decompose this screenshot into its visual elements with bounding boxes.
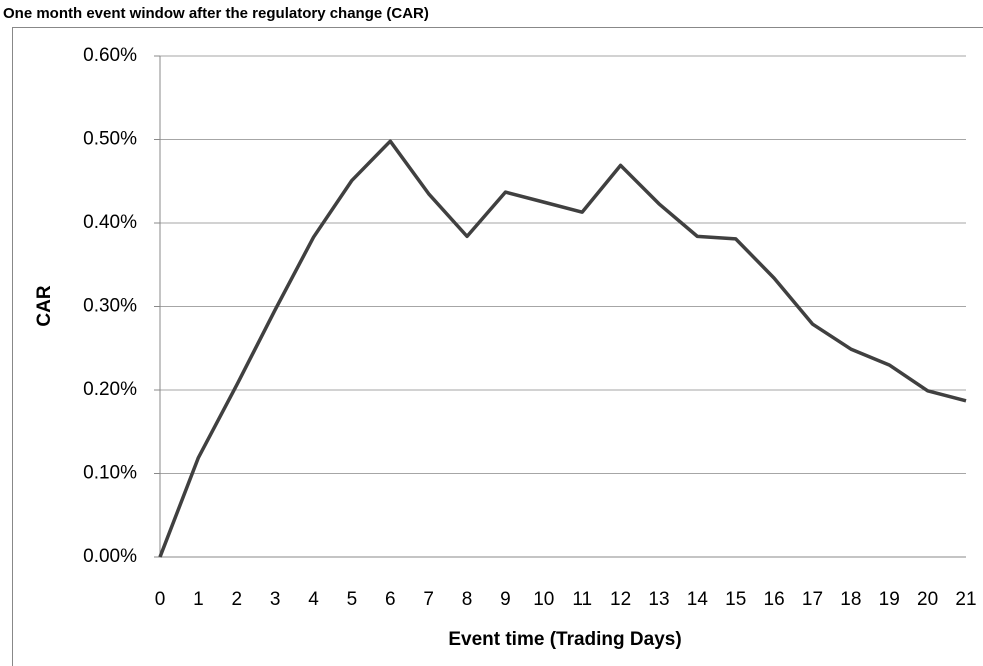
x-tick-label: 0	[155, 589, 166, 610]
y-tick-label: 0.00%	[83, 546, 137, 567]
chart-title: One month event window after the regulat…	[3, 5, 429, 22]
x-tick-label: 18	[840, 589, 861, 610]
x-tick-label: 9	[500, 589, 511, 610]
chart-frame	[12, 27, 983, 666]
x-axis-label: Event time (Trading Days)	[448, 629, 681, 650]
x-tick-label: 7	[423, 589, 434, 610]
data-line	[158, 139, 967, 558]
y-tick-label: 0.30%	[83, 296, 137, 317]
x-tick-label: 21	[955, 589, 976, 610]
x-tick-label: 16	[764, 589, 785, 610]
x-tick-label: 8	[462, 589, 473, 610]
x-tick-label: 17	[802, 589, 823, 610]
y-axis-label: CAR	[34, 285, 55, 326]
y-tick-label: 0.50%	[83, 129, 137, 150]
x-tick-label: 14	[687, 589, 709, 610]
x-tick-label: 15	[725, 589, 746, 610]
x-tick-label: 20	[917, 589, 938, 610]
x-tick-label: 11	[572, 589, 592, 610]
x-tick-label: 4	[308, 589, 319, 610]
x-tick-label: 13	[648, 589, 669, 610]
x-tick-label: 1	[193, 589, 204, 610]
x-tick-label: 12	[610, 589, 631, 610]
x-tick-label: 6	[385, 589, 396, 610]
y-tick-label: 0.60%	[83, 45, 137, 66]
x-tick-label: 3	[270, 589, 281, 610]
x-tick-label: 10	[533, 589, 554, 610]
y-tick-label: 0.10%	[83, 463, 137, 484]
y-tick-label: 0.40%	[83, 212, 137, 233]
x-tick-label: 5	[347, 589, 358, 610]
x-tick-label: 2	[231, 589, 242, 610]
y-tick-label: 0.20%	[83, 379, 137, 400]
x-tick-label: 19	[879, 589, 900, 610]
